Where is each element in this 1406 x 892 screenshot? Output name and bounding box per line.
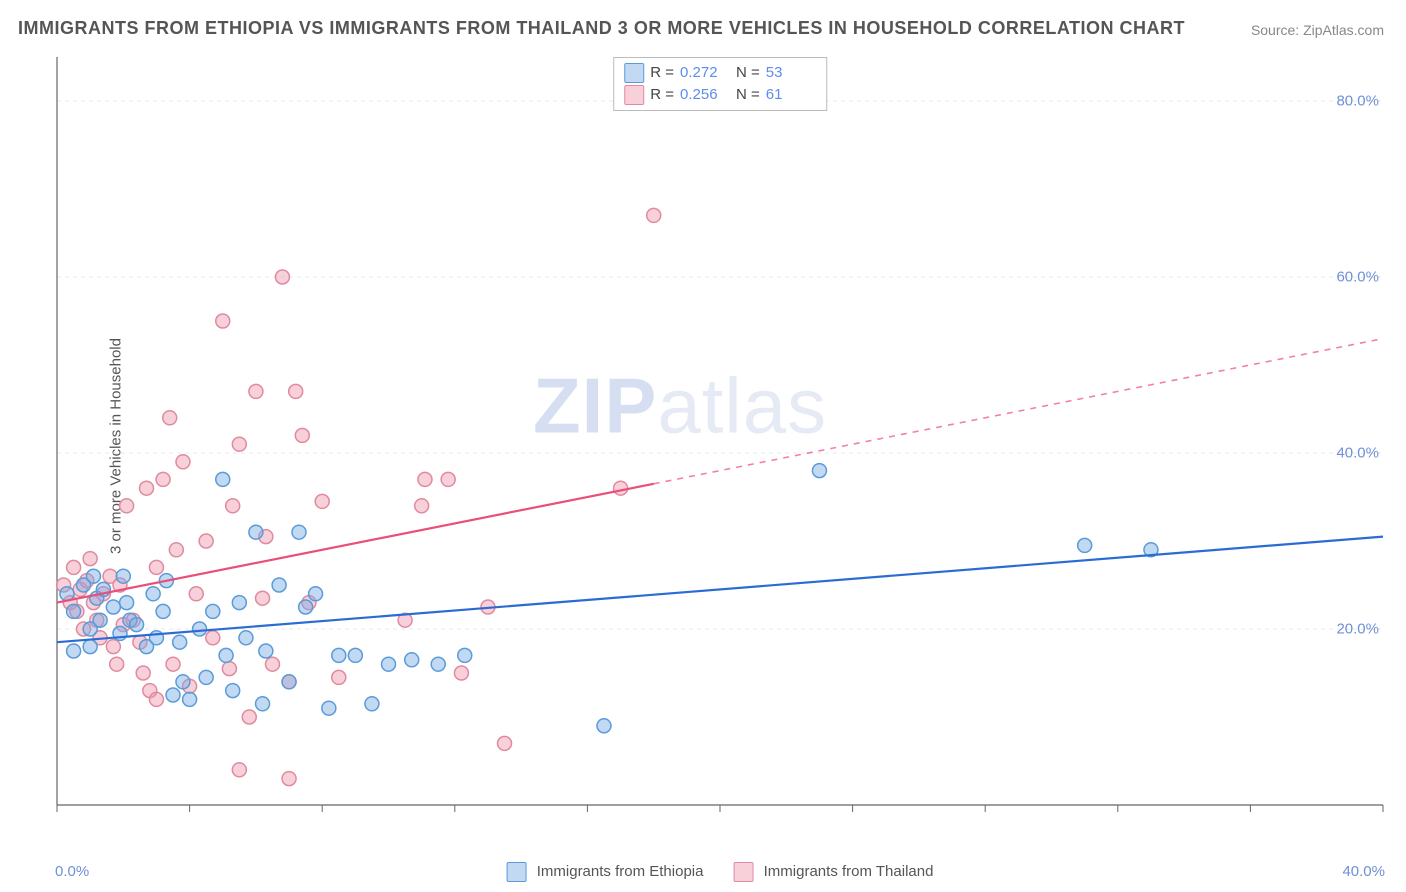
legend-swatch-ethiopia-bottom <box>507 862 527 882</box>
legend-label-thailand: Immigrants from Thailand <box>764 863 934 880</box>
r-value-thailand: 0.256 <box>680 84 730 106</box>
x-tick-min: 0.0% <box>55 863 89 880</box>
legend-row-ethiopia: R = 0.272 N = 53 <box>624 62 816 84</box>
legend-swatch-thailand <box>624 85 644 105</box>
plot-area: R = 0.272 N = 53 R = 0.256 N = 61 ZIPatl… <box>55 55 1385 835</box>
x-axis-area: 0.0% Immigrants from Ethiopia Immigrants… <box>55 852 1385 884</box>
legend-item-thailand: Immigrants from Thailand <box>733 862 933 882</box>
correlation-legend: R = 0.272 N = 53 R = 0.256 N = 61 <box>613 57 827 111</box>
legend-swatch-thailand-bottom <box>733 862 753 882</box>
legend-swatch-ethiopia <box>624 63 644 83</box>
legend-row-thailand: R = 0.256 N = 61 <box>624 84 816 106</box>
n-value-thailand: 61 <box>766 84 816 106</box>
r-label: R = <box>650 62 674 84</box>
n-label: N = <box>736 62 760 84</box>
n-value-ethiopia: 53 <box>766 62 816 84</box>
y-tick-label: 20.0% <box>1336 621 1379 638</box>
r-label: R = <box>650 84 674 106</box>
y-tick-label: 40.0% <box>1336 445 1379 462</box>
n-label: N = <box>736 84 760 106</box>
chart-container: IMMIGRANTS FROM ETHIOPIA VS IMMIGRANTS F… <box>0 0 1406 892</box>
y-tick-label: 80.0% <box>1336 93 1379 110</box>
r-value-ethiopia: 0.272 <box>680 62 730 84</box>
source-label: Source: ZipAtlas.com <box>1251 22 1384 38</box>
series-legend: Immigrants from Ethiopia Immigrants from… <box>507 862 934 882</box>
scatter-plot-svg <box>55 55 1385 835</box>
legend-item-ethiopia: Immigrants from Ethiopia <box>507 862 704 882</box>
y-tick-label: 60.0% <box>1336 269 1379 286</box>
x-tick-max: 40.0% <box>1342 863 1385 880</box>
legend-label-ethiopia: Immigrants from Ethiopia <box>537 863 704 880</box>
chart-title: IMMIGRANTS FROM ETHIOPIA VS IMMIGRANTS F… <box>18 18 1185 39</box>
